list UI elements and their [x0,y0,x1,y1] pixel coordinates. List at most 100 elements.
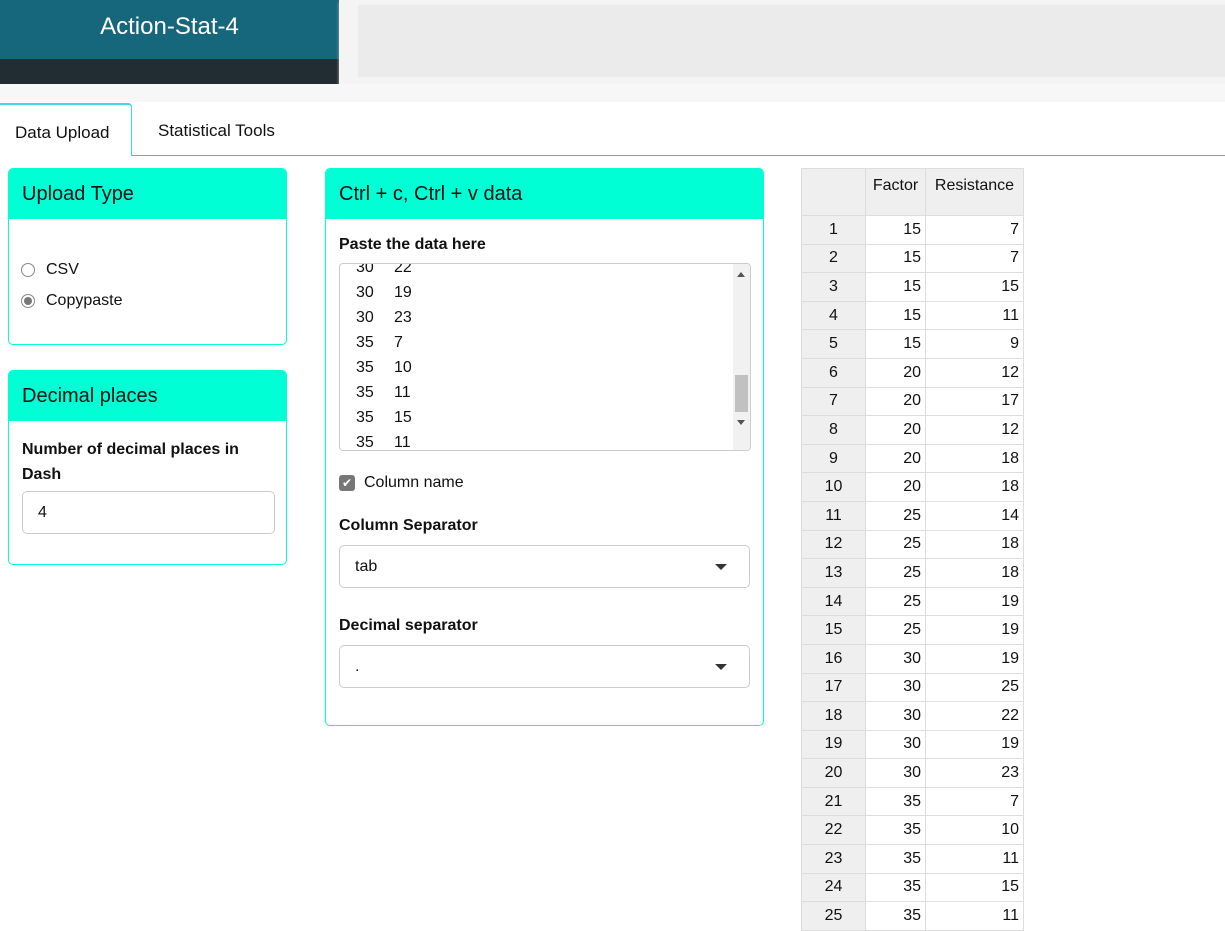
table-cell: 8 [801,415,866,445]
text-line: 35 11 [356,380,432,405]
text-value: 30 [356,284,374,301]
table-cell: 15 [925,872,1024,903]
table-cell: 7 [925,243,1024,274]
tab-statistical-tools[interactable]: Statistical Tools [158,121,275,140]
table-cell: 20 [865,357,926,388]
table-cell: 15 [865,329,926,359]
radio-checked-icon[interactable] [21,294,35,308]
tab-data-upload[interactable]: Data Upload [0,103,132,156]
decimal-separator-label: Decimal separator [339,617,478,634]
table-cell: 21 [801,786,866,817]
table-cell: 18 [801,701,866,731]
table-cell: 18 [925,529,1024,560]
radio-copypaste[interactable]: Copypaste [21,292,123,310]
checkbox-label: Column name [364,474,464,491]
table-row: 9 20 18 [801,443,1024,474]
table-cell: 11 [801,500,866,531]
table-row: 6 20 12 [801,357,1024,388]
table-cell: 18 [925,472,1024,502]
table-cell: 24 [801,872,866,903]
table-cell: 5 [801,329,866,359]
table-cell: 7 [925,215,1024,245]
table-row: 20 30 23 [801,758,1024,788]
table-cell: 15 [925,272,1024,302]
paste-card: Ctrl + c, Ctrl + v data Paste the data h… [325,168,764,726]
table-cell: 7 [925,786,1024,817]
column-header [801,168,866,216]
text-value: 30 [356,263,374,276]
paste-textarea[interactable]: 30 22 30 19 30 23 35 7 35 10 35 11 35 15 35 11 [339,263,751,451]
table-row: 17 30 25 [801,672,1024,703]
text-value: 15 [394,409,412,426]
table-row: 15 25 19 [801,615,1024,645]
text-line: 30 19 [356,280,432,305]
table-cell: 35 [865,901,926,931]
table-cell: 12 [801,529,866,560]
text-line: 30 22 [356,263,432,280]
chevron-down-icon [715,564,727,570]
paste-label: Paste the data here [339,236,486,253]
decimal-places-input[interactable]: 4 [22,491,275,534]
table-cell: 35 [865,872,926,903]
column-header: Resistance [925,168,1024,216]
chevron-down-icon [715,664,727,670]
header-panel [358,5,1225,77]
scroll-thumb[interactable] [735,375,748,412]
table-row: 16 30 19 [801,643,1024,674]
table-cell: 7 [801,386,866,417]
check-icon[interactable]: ✔ [339,475,355,491]
table-cell: 9 [801,443,866,474]
data-table: Factor Resistance 1 15 7 2 15 7 3 15 15 4 15 11 5 15 9 6… [801,168,1024,931]
table-row: 19 30 19 [801,729,1024,760]
decimal-separator-select[interactable]: . [339,645,750,688]
radio-csv[interactable]: CSV [21,261,79,279]
table-row: 1 15 7 [801,215,1024,245]
table-cell: 25 [865,500,926,531]
card-title: Ctrl + c, Ctrl + v data [326,169,763,219]
table-cell: 9 [925,329,1024,359]
table-cell: 30 [865,643,926,674]
table-cell: 11 [925,300,1024,331]
text-value: 30 [356,309,374,326]
text-value: 35 [356,434,374,451]
table-cell: 25 [865,586,926,617]
table-row: 5 15 9 [801,329,1024,359]
table-cell: 20 [801,758,866,788]
column-separator-select[interactable]: tab [339,545,750,588]
table-row: 7 20 17 [801,386,1024,417]
radio-icon[interactable] [21,263,35,277]
table-row: 14 25 19 [801,586,1024,617]
scrollbar[interactable] [733,264,750,450]
table-cell: 15 [801,615,866,645]
table-cell: 2 [801,243,866,274]
radio-label: Copypaste [46,292,123,309]
table-cell: 1 [801,215,866,245]
text-value: 7 [394,334,403,351]
table-cell: 11 [925,844,1024,874]
table-row: 10 20 18 [801,472,1024,502]
table-cell: 25 [801,901,866,931]
text-value: 35 [356,334,374,351]
table-row: 8 20 12 [801,415,1024,445]
table-cell: 19 [801,729,866,760]
column-name-checkbox[interactable]: ✔ Column name [339,474,464,492]
scroll-up-icon[interactable] [737,272,745,277]
table-cell: 14 [925,500,1024,531]
table-cell: 4 [801,300,866,331]
table-cell: 23 [801,844,866,874]
table-row: 22 35 10 [801,815,1024,846]
table-cell: 19 [925,643,1024,674]
table-cell: 30 [865,672,926,703]
table-cell: 20 [865,443,926,474]
scroll-down-icon[interactable] [737,420,745,425]
table-row: 21 35 7 [801,786,1024,817]
text-value: 35 [356,384,374,401]
table-cell: 20 [865,415,926,445]
decimal-places-label: Number of decimal places in Dash [22,441,239,483]
select-value: . [355,657,360,675]
table-cell: 16 [801,643,866,674]
table-row: 2 15 7 [801,243,1024,274]
radio-label: CSV [46,261,79,278]
text-value: 11 [394,384,411,401]
table-cell: 23 [925,758,1024,788]
